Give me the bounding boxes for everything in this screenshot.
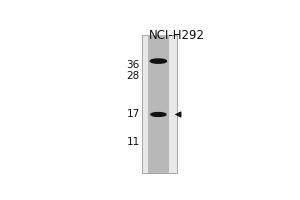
Bar xyxy=(142,35,177,173)
Text: 11: 11 xyxy=(127,137,140,147)
Text: 28: 28 xyxy=(127,71,140,81)
Text: NCI-H292: NCI-H292 xyxy=(149,29,205,42)
Ellipse shape xyxy=(150,59,167,63)
Text: 36: 36 xyxy=(127,60,140,70)
Bar xyxy=(148,35,169,173)
Ellipse shape xyxy=(151,113,166,116)
Ellipse shape xyxy=(153,59,164,62)
Text: 17: 17 xyxy=(127,109,140,119)
